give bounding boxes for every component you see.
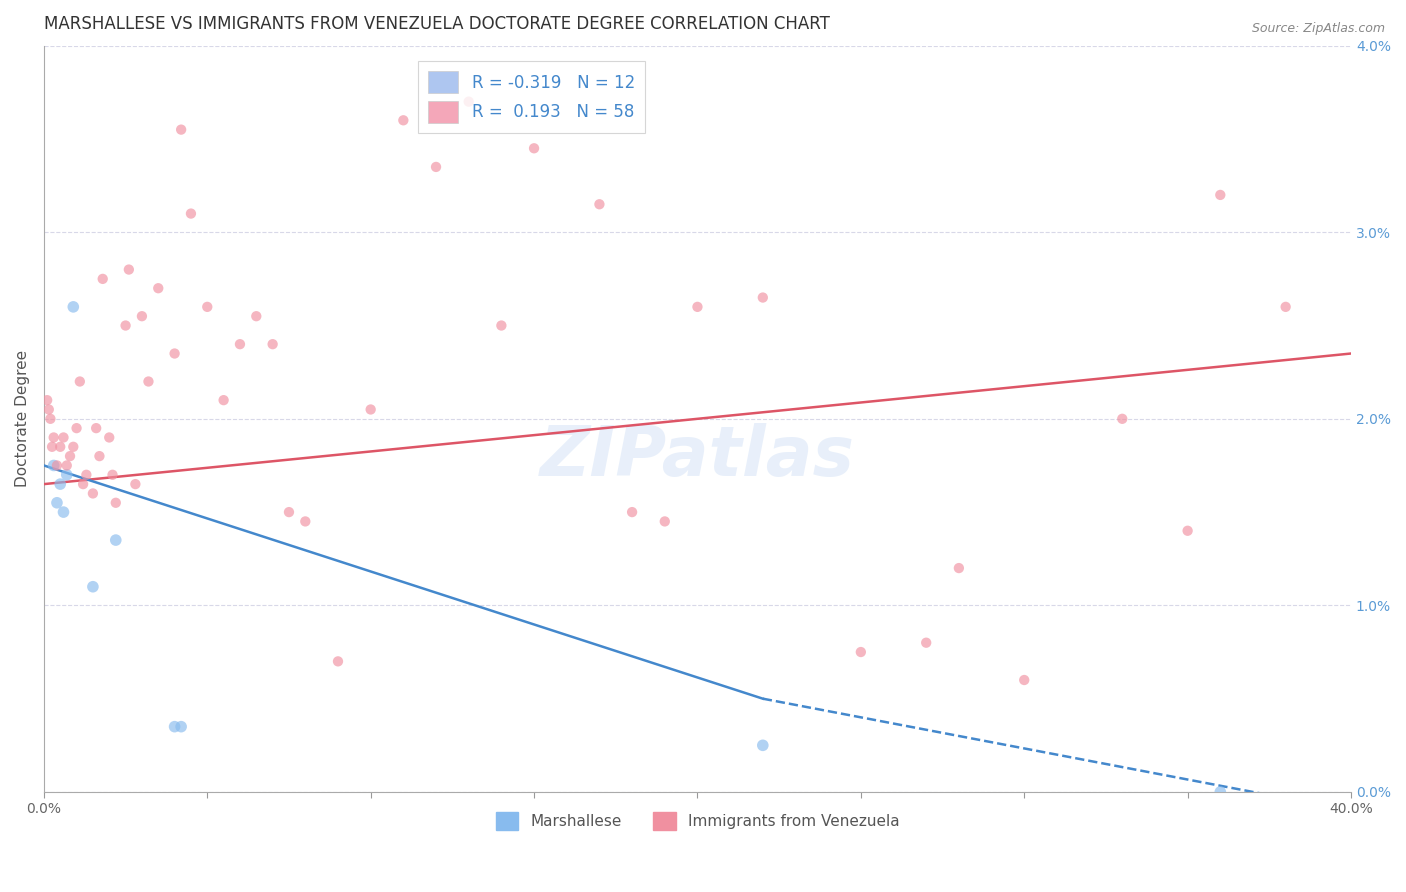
Point: [82, 486, 104, 500]
Point: [46, 496, 69, 510]
Point: [948, 561, 970, 575]
Point: [91, 272, 114, 286]
Point: [654, 515, 676, 529]
Point: [114, 318, 136, 333]
Point: [59, 449, 82, 463]
Point: [294, 515, 316, 529]
Point: [163, 346, 186, 360]
Point: [163, 720, 186, 734]
Point: [1209, 785, 1232, 799]
Point: [180, 206, 202, 220]
Point: [752, 291, 775, 305]
Point: [1177, 524, 1199, 538]
Point: [262, 337, 284, 351]
Point: [1111, 412, 1133, 426]
Point: [621, 505, 644, 519]
Text: Source: ZipAtlas.com: Source: ZipAtlas.com: [1251, 22, 1385, 36]
Point: [82, 580, 104, 594]
Point: [915, 636, 938, 650]
Point: [39, 412, 62, 426]
Point: [42, 430, 65, 444]
Point: [170, 122, 193, 136]
Point: [1012, 673, 1035, 687]
Point: [46, 458, 69, 473]
Point: [588, 197, 610, 211]
Text: ZIPatlas: ZIPatlas: [540, 423, 855, 490]
Point: [326, 654, 349, 668]
Point: [278, 505, 301, 519]
Point: [1274, 300, 1296, 314]
Point: [245, 309, 267, 323]
Point: [101, 467, 124, 482]
Point: [686, 300, 709, 314]
Point: [55, 458, 77, 473]
Point: [360, 402, 382, 417]
Point: [752, 739, 775, 753]
Point: [62, 440, 84, 454]
Y-axis label: Doctorate Degree: Doctorate Degree: [15, 351, 30, 487]
Point: [491, 318, 513, 333]
Point: [131, 309, 153, 323]
Point: [42, 458, 65, 473]
Point: [212, 393, 235, 408]
Legend: Marshallese, Immigrants from Venezuela: Marshallese, Immigrants from Venezuela: [489, 805, 905, 837]
Point: [425, 160, 447, 174]
Point: [523, 141, 546, 155]
Text: MARSHALLESE VS IMMIGRANTS FROM VENEZUELA DOCTORATE DEGREE CORRELATION CHART: MARSHALLESE VS IMMIGRANTS FROM VENEZUELA…: [44, 15, 830, 33]
Point: [52, 505, 75, 519]
Point: [49, 477, 72, 491]
Point: [65, 421, 87, 435]
Point: [138, 375, 160, 389]
Point: [1209, 188, 1232, 202]
Point: [457, 95, 479, 109]
Point: [392, 113, 415, 128]
Point: [148, 281, 170, 295]
Point: [229, 337, 252, 351]
Point: [75, 467, 97, 482]
Point: [38, 402, 60, 417]
Point: [118, 262, 141, 277]
Point: [37, 393, 59, 408]
Point: [84, 421, 107, 435]
Point: [49, 440, 72, 454]
Point: [41, 440, 63, 454]
Point: [72, 477, 94, 491]
Point: [124, 477, 146, 491]
Point: [170, 720, 193, 734]
Point: [89, 449, 111, 463]
Point: [104, 496, 127, 510]
Point: [69, 375, 91, 389]
Point: [104, 533, 127, 547]
Point: [195, 300, 218, 314]
Point: [98, 430, 121, 444]
Point: [55, 467, 77, 482]
Point: [62, 300, 84, 314]
Point: [52, 430, 75, 444]
Point: [849, 645, 872, 659]
